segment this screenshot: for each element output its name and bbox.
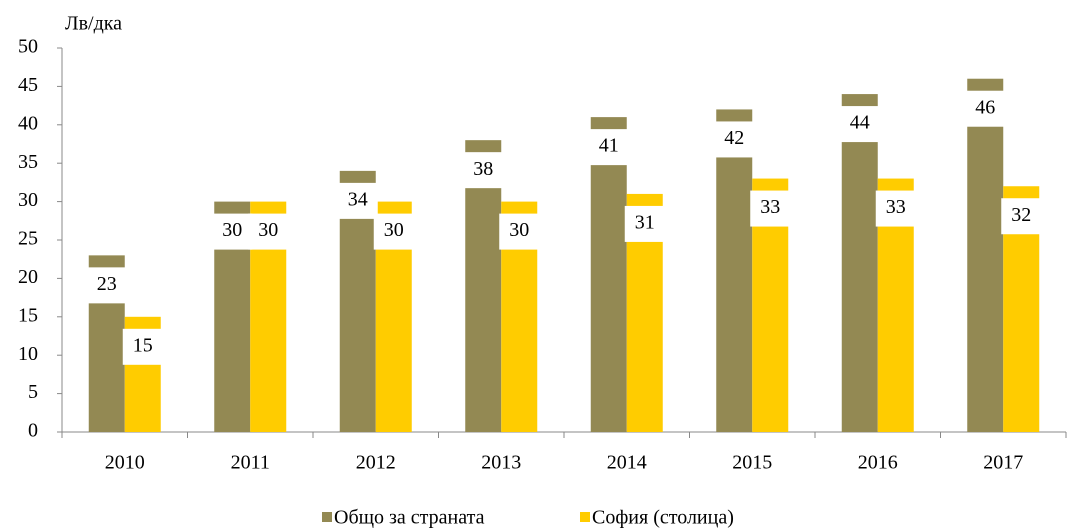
data-label: 42 bbox=[724, 127, 744, 149]
y-tick-label: 30 bbox=[18, 189, 38, 211]
data-label: 41 bbox=[599, 135, 619, 157]
data-label-box bbox=[373, 213, 414, 250]
x-tick-label: 2017 bbox=[983, 452, 1023, 474]
data-label: 38 bbox=[473, 158, 493, 180]
data-label-box bbox=[86, 267, 127, 304]
data-label-box bbox=[337, 182, 378, 219]
y-tick-label: 50 bbox=[18, 36, 38, 58]
data-label: 30 bbox=[509, 219, 529, 241]
bar bbox=[967, 78, 1004, 432]
y-tick-label: 40 bbox=[18, 112, 38, 134]
data-label-box bbox=[212, 213, 253, 250]
data-label: 46 bbox=[975, 96, 995, 118]
x-tick-label: 2010 bbox=[105, 452, 145, 474]
x-tick-label: 2011 bbox=[231, 452, 270, 474]
y-tick-label: 15 bbox=[18, 304, 38, 326]
data-label: 31 bbox=[635, 212, 655, 234]
data-label: 44 bbox=[850, 112, 870, 134]
y-tick-label: 35 bbox=[18, 151, 38, 173]
legend-swatch bbox=[580, 512, 590, 522]
y-tick-label: 25 bbox=[18, 228, 38, 250]
data-label: 30 bbox=[222, 219, 242, 241]
y-axis-label: Лв/дка bbox=[65, 13, 122, 35]
data-label: 33 bbox=[760, 196, 780, 218]
y-tick-label: 20 bbox=[18, 266, 38, 288]
data-label-box bbox=[839, 106, 880, 143]
y-tick-label: 10 bbox=[18, 343, 38, 365]
data-label: 23 bbox=[97, 273, 117, 295]
y-tick-label: 45 bbox=[18, 74, 38, 96]
legend-label: Общо за страната bbox=[334, 507, 485, 529]
legend-label: София (столица) bbox=[592, 507, 734, 529]
x-tick-label: 2015 bbox=[732, 452, 772, 474]
data-label-box bbox=[965, 90, 1006, 127]
y-tick-label: 5 bbox=[28, 381, 38, 403]
data-label-box bbox=[499, 213, 540, 250]
data-label-box bbox=[588, 129, 629, 166]
data-label-box bbox=[750, 190, 791, 227]
x-tick-label: 2013 bbox=[481, 452, 521, 474]
x-tick-label: 2014 bbox=[607, 452, 647, 474]
legend-swatch bbox=[322, 512, 332, 522]
data-label-box bbox=[714, 121, 755, 158]
bar bbox=[465, 140, 502, 432]
y-tick-label: 0 bbox=[28, 420, 38, 442]
data-label-box bbox=[1001, 198, 1042, 235]
data-label-box bbox=[875, 190, 916, 227]
data-label: 34 bbox=[348, 188, 368, 210]
data-label: 32 bbox=[1011, 204, 1031, 226]
bar bbox=[590, 117, 627, 433]
data-label-box bbox=[463, 152, 504, 189]
data-label-box bbox=[248, 213, 289, 250]
bar bbox=[841, 94, 878, 432]
data-label: 33 bbox=[886, 196, 906, 218]
data-label: 15 bbox=[133, 334, 153, 356]
data-label: 30 bbox=[384, 219, 404, 241]
data-label-box bbox=[122, 328, 163, 365]
bar bbox=[716, 109, 753, 432]
x-tick-label: 2012 bbox=[356, 452, 396, 474]
x-tick-label: 2016 bbox=[858, 452, 898, 474]
data-label: 30 bbox=[258, 219, 278, 241]
data-label-box bbox=[624, 205, 665, 242]
